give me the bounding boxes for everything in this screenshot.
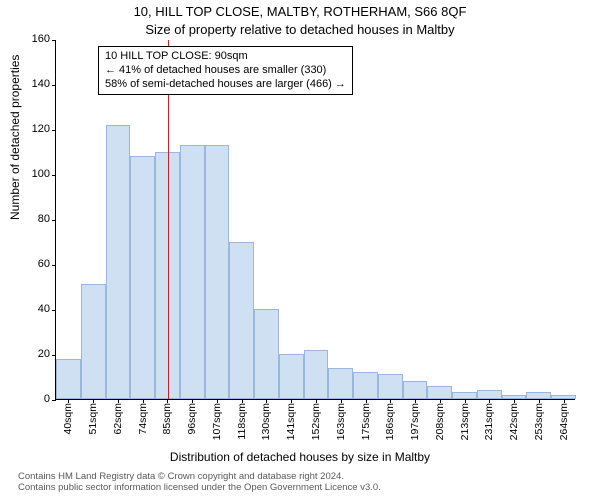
ytick-label: 0 (44, 393, 50, 405)
annotation-line3: 58% of semi-detached houses are larger (… (105, 78, 346, 92)
plot-area: 02040608010012014016040sqm51sqm62sqm74sq… (55, 40, 575, 400)
ytick-mark (52, 40, 56, 41)
x-axis-label: Distribution of detached houses by size … (0, 450, 600, 464)
xtick-label: 213sqm (459, 403, 471, 440)
histogram-bar (403, 381, 428, 399)
ytick-mark (52, 130, 56, 131)
histogram-bar (180, 145, 205, 399)
histogram-bar (130, 156, 155, 399)
histogram-bar (477, 390, 502, 399)
ytick-mark (52, 220, 56, 221)
ytick-mark (52, 85, 56, 86)
histogram-bar (229, 242, 254, 400)
ytick-label: 40 (38, 303, 50, 315)
histogram-bar (304, 350, 329, 400)
ytick-mark (52, 400, 56, 401)
xtick-label: 118sqm (236, 403, 248, 440)
ytick-mark (52, 265, 56, 266)
histogram-bar (254, 309, 279, 399)
chart-title-line2: Size of property relative to detached ho… (0, 22, 600, 37)
xtick-label: 186sqm (384, 403, 396, 440)
xtick-label: 197sqm (409, 403, 421, 440)
footer-attribution: Contains HM Land Registry data © Crown c… (18, 472, 381, 494)
footer-line2: Contains public sector information licen… (18, 483, 381, 494)
ytick-label: 140 (32, 78, 50, 90)
ytick-label: 80 (38, 213, 50, 225)
xtick-label: 85sqm (161, 403, 173, 435)
histogram-bar (427, 386, 452, 400)
xtick-label: 141sqm (285, 403, 297, 440)
ytick-label: 160 (32, 33, 50, 45)
annotation-line1: 10 HILL TOP CLOSE: 90sqm (105, 50, 346, 64)
xtick-label: 163sqm (335, 403, 347, 440)
histogram-bar (56, 359, 81, 400)
chart-title-line1: 10, HILL TOP CLOSE, MALTBY, ROTHERHAM, S… (0, 4, 600, 19)
xtick-label: 264sqm (558, 403, 570, 440)
ytick-label: 100 (32, 168, 50, 180)
histogram-bar (526, 392, 551, 399)
xtick-label: 51sqm (87, 403, 99, 435)
ytick-label: 60 (38, 258, 50, 270)
histogram-bar (81, 284, 106, 399)
xtick-label: 62sqm (112, 403, 124, 435)
histogram-bar (378, 374, 403, 399)
ytick-mark (52, 310, 56, 311)
y-axis-label: Number of detached properties (8, 55, 22, 220)
xtick-label: 242sqm (508, 403, 520, 440)
ytick-mark (52, 175, 56, 176)
histogram-bar (353, 372, 378, 399)
xtick-label: 107sqm (211, 403, 223, 440)
xtick-label: 175sqm (360, 403, 372, 440)
ytick-label: 20 (38, 348, 50, 360)
xtick-label: 130sqm (260, 403, 272, 440)
xtick-label: 231sqm (483, 403, 495, 440)
annotation-line2: ← 41% of detached houses are smaller (33… (105, 64, 346, 78)
ytick-label: 120 (32, 123, 50, 135)
xtick-label: 152sqm (310, 403, 322, 440)
xtick-label: 208sqm (434, 403, 446, 440)
xtick-label: 96sqm (186, 403, 198, 435)
xtick-label: 74sqm (137, 403, 149, 435)
histogram-bar (279, 354, 304, 399)
histogram-bar (452, 392, 477, 399)
histogram-bar (106, 125, 131, 400)
xtick-label: 40sqm (62, 403, 74, 435)
histogram-bar (205, 145, 230, 399)
annotation-box: 10 HILL TOP CLOSE: 90sqm ← 41% of detach… (98, 46, 353, 95)
histogram-bar (328, 368, 353, 400)
ytick-mark (52, 355, 56, 356)
xtick-label: 253sqm (533, 403, 545, 440)
